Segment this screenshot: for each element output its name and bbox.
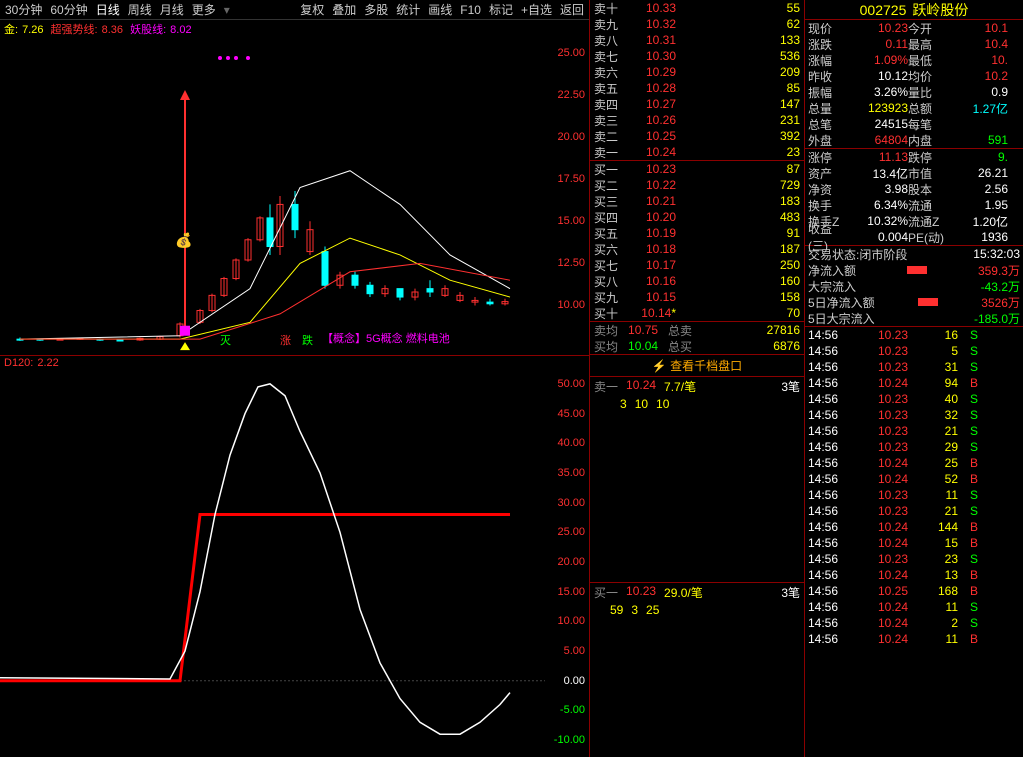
bid-row[interactable]: 买七10.17250 bbox=[590, 257, 804, 273]
trade-row: 14:5610.2494B bbox=[805, 375, 1023, 391]
tool-f10[interactable]: F10 bbox=[457, 3, 484, 17]
concept-label: 【概念】5G概念 燃料电池 bbox=[322, 330, 450, 346]
indicator-zhang: 涨 bbox=[280, 332, 291, 348]
bid-row[interactable]: 买六10.18187 bbox=[590, 241, 804, 257]
period-month[interactable]: 月线 bbox=[157, 1, 187, 18]
tool-fuquan[interactable]: 复权 bbox=[297, 1, 327, 18]
flow-row: 5日净流入额3526万 bbox=[805, 294, 1023, 310]
stats-row: 涨幅1.09%最低10. bbox=[805, 52, 1023, 68]
stats-row: 外盘64804内盘591 bbox=[805, 132, 1023, 148]
period-30m[interactable]: 30分钟 bbox=[2, 1, 45, 18]
ask-row[interactable]: 卖四10.27147 bbox=[590, 96, 804, 112]
stats-row: 总量123923总额1.27亿 bbox=[805, 100, 1023, 116]
trade-row: 14:5610.2329S bbox=[805, 439, 1023, 455]
trade-row: 14:5610.2321S bbox=[805, 423, 1023, 439]
bid-row[interactable]: 买一10.2387 bbox=[590, 161, 804, 177]
flow-row: 净流入额359.3万 bbox=[805, 262, 1023, 278]
trade-row: 14:5610.2452B bbox=[805, 471, 1023, 487]
bid-row[interactable]: 买九10.15158 bbox=[590, 289, 804, 305]
buy-summary: 买均 10.04 总买 6876 bbox=[590, 338, 804, 354]
stats-panel: 002725 跃岭股份 现价10.23今开10.1涨跌0.11最高10.4涨幅1… bbox=[805, 0, 1023, 757]
ask-row[interactable]: 卖十10.3355 bbox=[590, 0, 804, 16]
trade-row: 14:5610.2425B bbox=[805, 455, 1023, 471]
tool-fav[interactable]: +自选 bbox=[518, 1, 555, 18]
bid-row[interactable]: 买五10.1991 bbox=[590, 225, 804, 241]
indicator-die: 跌 bbox=[302, 332, 313, 348]
ask-row[interactable]: 卖一10.2423 bbox=[590, 144, 804, 160]
stock-header: 002725 跃岭股份 bbox=[805, 0, 1023, 20]
trade-row: 14:5610.242S bbox=[805, 615, 1023, 631]
indicator-chart[interactable]: 50.0045.0040.0035.0030.0025.0020.0015.00… bbox=[0, 372, 589, 752]
trade-row: 14:5610.2323S bbox=[805, 551, 1023, 567]
tool-multi[interactable]: 多股 bbox=[361, 1, 391, 18]
bid-row[interactable]: 买十10.14*70 bbox=[590, 305, 804, 321]
trade-row: 14:5610.2321S bbox=[805, 503, 1023, 519]
trade-row: 14:5610.2411S bbox=[805, 599, 1023, 615]
indicator-mie: 灭 bbox=[220, 332, 231, 348]
ask-row[interactable]: 卖三10.26231 bbox=[590, 112, 804, 128]
money-bag-icon: 💰 bbox=[175, 232, 192, 249]
tool-stats[interactable]: 统计 bbox=[393, 1, 423, 18]
stats-row: 收益(三)0.004PE(动)1936 bbox=[805, 229, 1023, 245]
bid-row[interactable]: 买四10.20483 bbox=[590, 209, 804, 225]
period-60m[interactable]: 60分钟 bbox=[47, 1, 90, 18]
bid-row[interactable]: 买三10.21183 bbox=[590, 193, 804, 209]
stats-row: 涨停11.13跌停9. bbox=[805, 149, 1023, 165]
indicator-info: 金:7.26 超强势线:8.36 妖股线:8.02 bbox=[0, 20, 589, 36]
period-more[interactable]: 更多 bbox=[189, 1, 219, 18]
bid-row[interactable]: 买二10.22729 bbox=[590, 177, 804, 193]
period-toolbar: 30分钟 60分钟 日线 周线 月线 更多 ▾ 复权 叠加 多股 统计 画线 F… bbox=[0, 0, 589, 20]
trade-row: 14:5610.2340S bbox=[805, 391, 1023, 407]
trade-row: 14:5610.24144B bbox=[805, 519, 1023, 535]
stats-row: 现价10.23今开10.1 bbox=[805, 20, 1023, 36]
stats-row: 振幅3.26%量比0.9 bbox=[805, 84, 1023, 100]
trade-row: 14:5610.2331S bbox=[805, 359, 1023, 375]
bid-row[interactable]: 买八10.16160 bbox=[590, 273, 804, 289]
stats-row: 资产13.4亿市值26.21 bbox=[805, 165, 1023, 181]
tool-mark[interactable]: 标记 bbox=[486, 1, 516, 18]
tool-overlay[interactable]: 叠加 bbox=[329, 1, 359, 18]
flow-row: 5日大宗流入-185.0万 bbox=[805, 310, 1023, 326]
flow-row: 大宗流入-43.2万 bbox=[805, 278, 1023, 294]
tool-back[interactable]: 返回 bbox=[557, 1, 587, 18]
sell-summary: 卖均 10.75 总卖 27816 bbox=[590, 322, 804, 338]
trade-row: 14:5610.235S bbox=[805, 343, 1023, 359]
ask-row[interactable]: 卖五10.2885 bbox=[590, 80, 804, 96]
stats-row: 昨收10.12均价10.2 bbox=[805, 68, 1023, 84]
orderbook-panel: 卖十10.3355卖九10.3262卖八10.31133卖七10.30536卖六… bbox=[590, 0, 805, 757]
tool-draw[interactable]: 画线 bbox=[425, 1, 455, 18]
stats-row: 涨跌0.11最高10.4 bbox=[805, 36, 1023, 52]
ask-row[interactable]: 卖八10.31133 bbox=[590, 32, 804, 48]
ask-row[interactable]: 卖六10.29209 bbox=[590, 64, 804, 80]
trade-row: 14:5610.2332S bbox=[805, 407, 1023, 423]
stats-row: 净资3.98股本2.56 bbox=[805, 181, 1023, 197]
trade-row: 14:5610.2311S bbox=[805, 487, 1023, 503]
trade-row: 14:5610.2316S bbox=[805, 327, 1023, 343]
trade-row: 14:5610.2413B bbox=[805, 567, 1023, 583]
price-chart[interactable]: 25.0022.5020.0017.5015.0012.5010.00 灭 涨 … bbox=[0, 36, 589, 356]
trading-status: 交易状态:闭市阶段 15:32:03 bbox=[805, 246, 1023, 262]
trade-row: 14:5610.2415B bbox=[805, 535, 1023, 551]
trade-row: 14:5610.2411B bbox=[805, 631, 1023, 647]
period-day[interactable]: 日线 bbox=[93, 1, 123, 18]
trade-row: 14:5610.25168B bbox=[805, 583, 1023, 599]
ask-row[interactable]: 卖二10.25392 bbox=[590, 128, 804, 144]
lower-header: D120:2.22 bbox=[0, 356, 589, 372]
market-depth: ⚡ 查看千档盘口 卖一 10.24 7.7/笔 3笔 3 10 10 买一 10… bbox=[590, 354, 804, 618]
stats-row: 总笔24515每笔 bbox=[805, 116, 1023, 132]
stats-row: 换手6.34%流通1.95 bbox=[805, 197, 1023, 213]
ask-row[interactable]: 卖九10.3262 bbox=[590, 16, 804, 32]
ask-row[interactable]: 卖七10.30536 bbox=[590, 48, 804, 64]
period-week[interactable]: 周线 bbox=[125, 1, 155, 18]
